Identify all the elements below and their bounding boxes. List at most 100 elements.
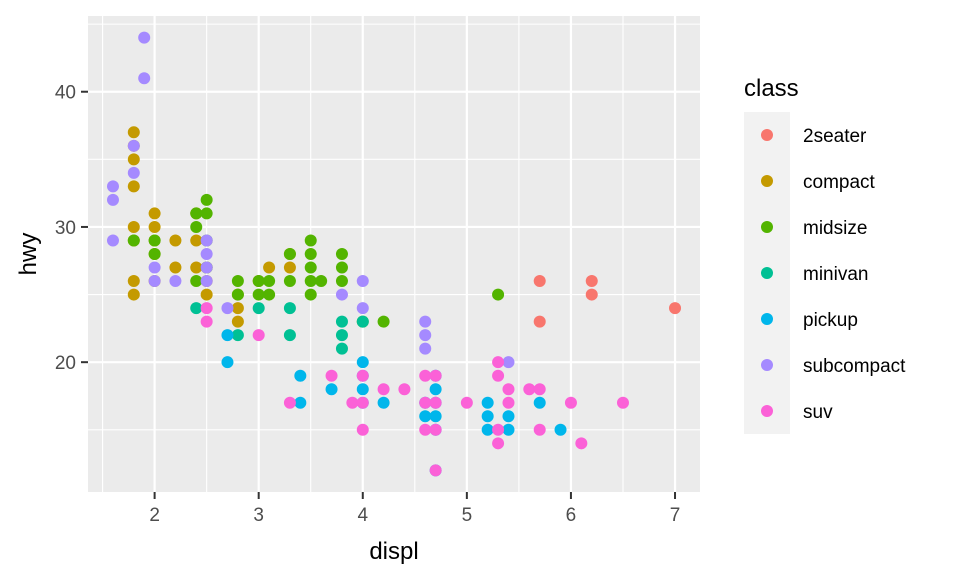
point-midsize [335, 261, 348, 274]
point-suv [356, 423, 369, 436]
point-suv [460, 396, 473, 409]
x-axis: 2 3 4 5 6 7 [149, 492, 680, 526]
y-axis: 20 30 40 [55, 83, 88, 374]
y-tick-label: 40 [55, 83, 76, 104]
legend-items: 2seater compact midsize minivan pickup subcom… [761, 126, 906, 423]
point-compact [169, 234, 182, 247]
point-midsize [283, 248, 296, 260]
point-subcompact [419, 342, 432, 355]
y-tick-label: 30 [55, 218, 76, 239]
legend-key-midsize [761, 221, 773, 233]
point-suv [419, 396, 432, 409]
legend-label-compact: compact [803, 172, 876, 193]
point-midsize [190, 207, 203, 220]
point-suv [616, 396, 629, 409]
point-pickup [533, 396, 546, 409]
legend-label-suv: suv [803, 402, 833, 423]
point-pickup [221, 329, 234, 342]
point-suv [429, 369, 442, 382]
point-subcompact [138, 72, 151, 85]
data-points [106, 31, 682, 477]
point-compact [263, 261, 276, 274]
point-midsize [304, 234, 317, 247]
y-axis-title: hwy [15, 233, 42, 276]
legend-title: class [744, 75, 799, 102]
point-midsize [252, 275, 265, 288]
point-midsize [304, 248, 317, 260]
point-pickup [356, 383, 369, 396]
point-suv [492, 369, 505, 382]
x-axis-title: displ [369, 538, 418, 565]
point-2seater [669, 302, 682, 315]
point-subcompact [148, 261, 161, 274]
minor-gridlines [88, 16, 700, 492]
point-subcompact [356, 275, 369, 288]
point-subcompact [419, 315, 432, 328]
point-2seater [585, 275, 598, 288]
point-midsize [304, 275, 317, 288]
point-midsize [231, 275, 244, 288]
point-pickup [294, 396, 307, 409]
point-suv [575, 437, 588, 450]
point-2seater [585, 288, 598, 301]
point-suv [492, 437, 505, 450]
point-midsize [190, 275, 203, 288]
point-suv [356, 396, 369, 409]
point-subcompact [200, 275, 213, 288]
point-suv [356, 369, 369, 382]
point-subcompact [138, 31, 151, 44]
point-pickup [429, 383, 442, 396]
legend-key-pickup [761, 313, 773, 325]
point-suv [429, 423, 442, 436]
point-midsize [200, 193, 213, 206]
point-midsize [263, 288, 276, 301]
point-pickup [419, 410, 432, 423]
point-compact [127, 288, 140, 301]
point-suv [564, 396, 577, 409]
x-tick-label: 5 [462, 505, 473, 526]
point-2seater [533, 275, 546, 288]
point-pickup [325, 383, 338, 396]
point-suv [502, 383, 515, 396]
point-suv [398, 383, 411, 396]
point-subcompact [169, 275, 182, 288]
panel-background [88, 16, 700, 492]
point-compact [127, 126, 140, 139]
point-suv [200, 315, 213, 328]
point-suv [533, 383, 546, 396]
point-subcompact [200, 248, 213, 260]
point-midsize [127, 234, 140, 247]
major-gridlines [88, 16, 700, 492]
y-tick-label: 20 [55, 353, 76, 374]
legend-label-minivan: minivan [803, 264, 868, 285]
point-midsize [315, 275, 328, 288]
legend-key-compact [761, 175, 773, 187]
legend-label-midsize: midsize [803, 218, 867, 239]
point-subcompact [106, 180, 119, 193]
point-compact [148, 207, 161, 220]
x-tick-label: 7 [670, 505, 681, 526]
point-compact [190, 261, 203, 274]
point-compact [148, 220, 161, 233]
x-tick-label: 2 [149, 505, 160, 526]
point-minivan [335, 315, 348, 328]
point-midsize [148, 234, 161, 247]
point-suv [200, 302, 213, 315]
point-compact [283, 261, 296, 274]
point-midsize [252, 288, 265, 301]
point-pickup [294, 369, 307, 382]
point-midsize [231, 288, 244, 301]
legend-key-subcompact [761, 359, 773, 371]
point-subcompact [502, 356, 515, 369]
point-midsize [200, 207, 213, 220]
point-subcompact [106, 193, 119, 206]
point-midsize [335, 248, 348, 260]
x-tick-label: 6 [566, 505, 577, 526]
point-suv [419, 369, 432, 382]
point-subcompact [200, 261, 213, 274]
point-2seater [533, 315, 546, 328]
point-pickup [502, 410, 515, 423]
point-minivan [356, 315, 369, 328]
point-pickup [429, 410, 442, 423]
